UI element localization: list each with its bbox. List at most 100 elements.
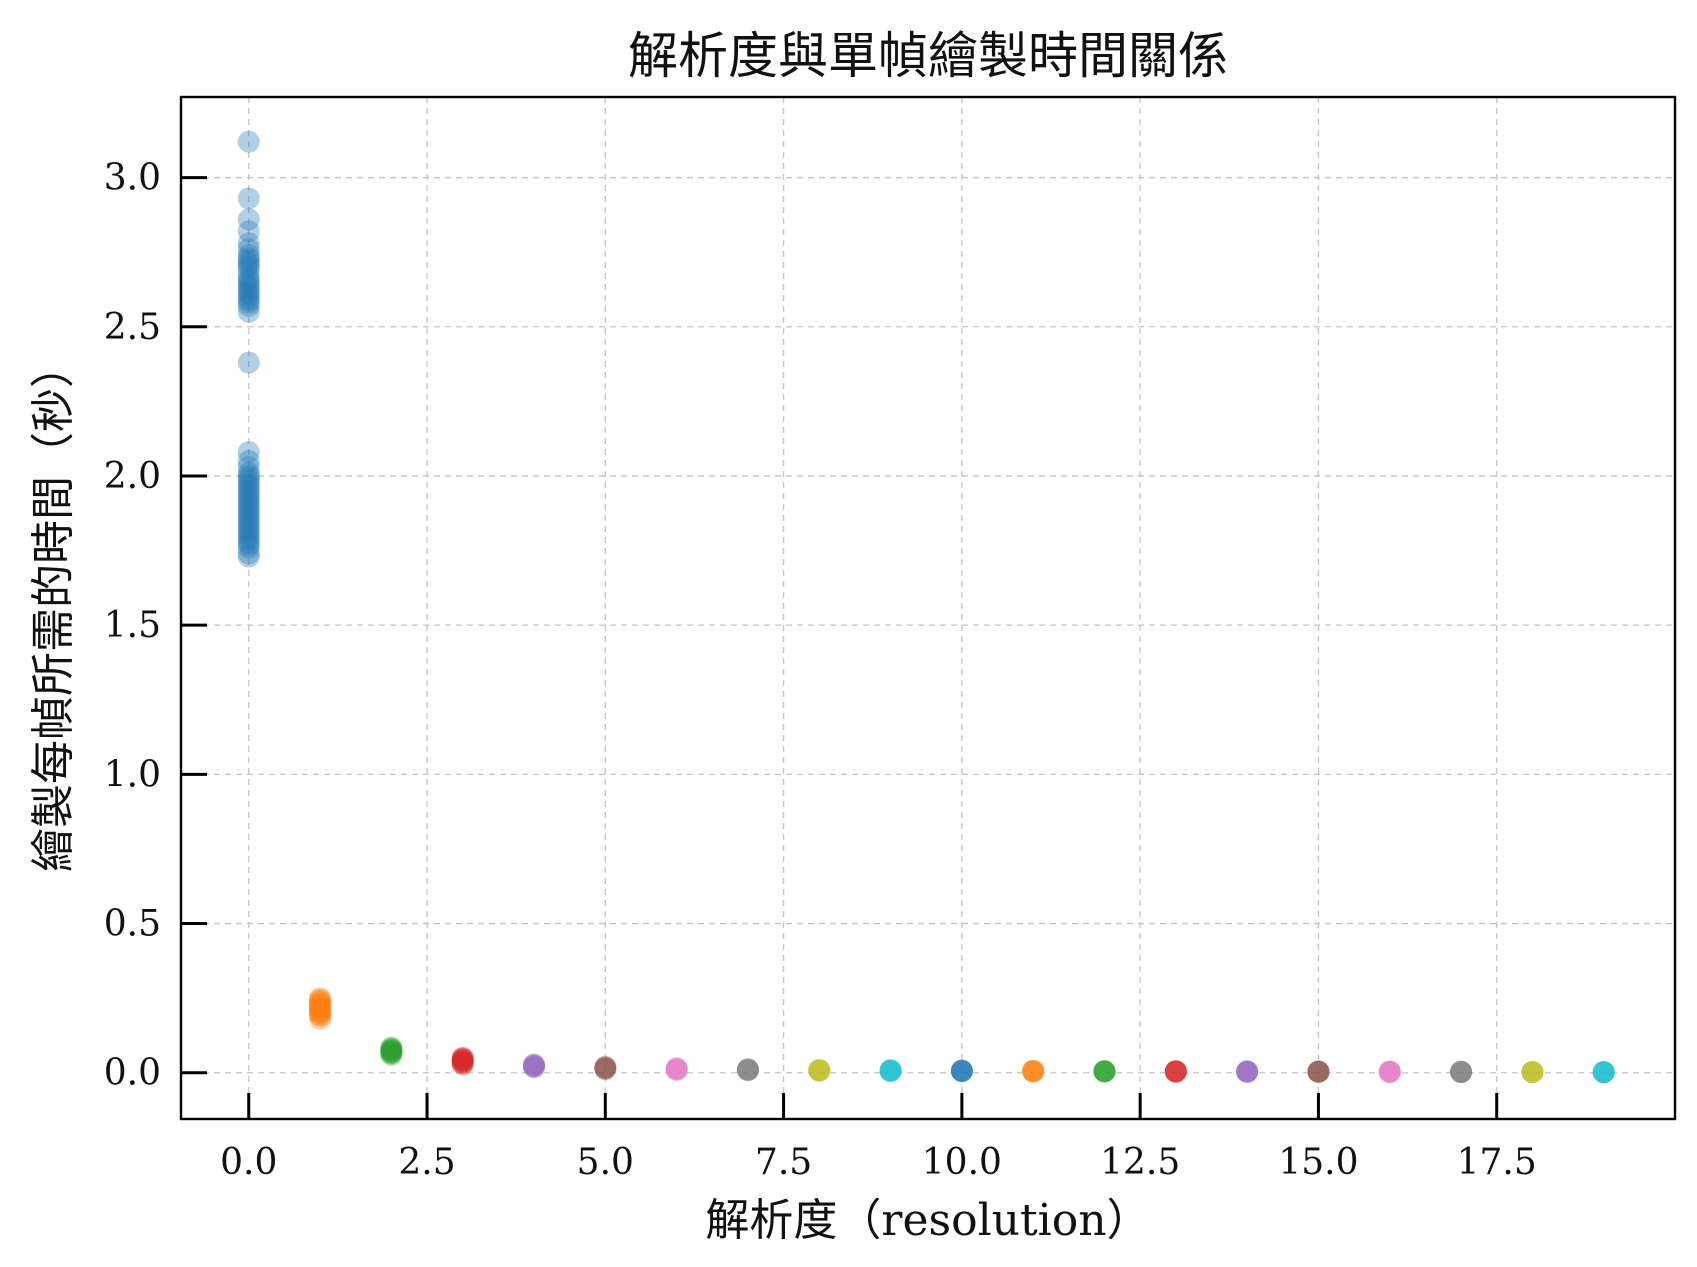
scatter-point: [237, 294, 260, 317]
scatter-point: [1093, 1060, 1116, 1083]
scatter-point: [237, 485, 260, 508]
scatter-point: [808, 1059, 831, 1082]
scatter-point: [451, 1046, 474, 1069]
scatter-point: [1521, 1061, 1544, 1084]
scatter-point: [1164, 1059, 1187, 1082]
scatter-point: [1378, 1060, 1401, 1083]
scatter-point: [594, 1055, 617, 1078]
x-tick-label: 17.5: [1457, 1142, 1537, 1183]
scatter-point: [237, 545, 260, 568]
scatter-point: [950, 1059, 973, 1082]
scatter-point: [237, 524, 260, 547]
scatter-point: [594, 1056, 617, 1079]
x-tick-label: 0.0: [220, 1142, 277, 1183]
scatter-point: [380, 1039, 403, 1062]
scatter-point: [237, 530, 260, 553]
scatter-point: [451, 1051, 474, 1074]
scatter-point: [808, 1059, 831, 1082]
scatter-point: [237, 488, 260, 511]
scatter-point: [237, 473, 260, 496]
scatter-point: [309, 1005, 332, 1028]
scatter-point: [237, 497, 260, 520]
scatter-point: [380, 1036, 403, 1059]
scatter-point: [380, 1038, 403, 1061]
scatter-point: [522, 1055, 545, 1078]
x-tick-labels: 0.0 2.5 5.0 7.5 10.0 12.5 15.0 17.5: [220, 1142, 1537, 1183]
scatter-point: [237, 285, 260, 308]
scatter-point: [237, 276, 260, 299]
plot-frame: [179, 95, 1677, 1121]
scatter-point: [1022, 1059, 1045, 1082]
data-points: [237, 130, 1615, 1084]
scatter-point: [808, 1058, 831, 1081]
scatter-point: [309, 1003, 332, 1026]
y-tick-label: 1.0: [104, 754, 161, 795]
y-tick-labels: 0.0 0.5 1.0 1.5 2.0 2.5 3.0: [104, 158, 161, 1094]
x-tick-label: 7.5: [755, 1142, 812, 1183]
y-tick-label: 2.0: [104, 456, 161, 497]
scatter-point: [237, 288, 260, 311]
x-tick-label: 10.0: [922, 1142, 1002, 1183]
x-tick-label: 15.0: [1278, 1142, 1358, 1183]
scatter-point: [237, 130, 260, 153]
scatter-point: [879, 1059, 902, 1082]
scatter-point: [1592, 1061, 1615, 1084]
scatter-point: [451, 1047, 474, 1070]
scatter-point: [309, 1008, 332, 1031]
scatter-point: [1378, 1061, 1401, 1084]
scatter-point: [451, 1049, 474, 1072]
scatter-point: [736, 1058, 759, 1081]
scatter-point: [1592, 1061, 1615, 1084]
scatter-point: [1164, 1060, 1187, 1083]
scatter-point: [237, 187, 260, 210]
scatter-point: [309, 987, 332, 1010]
x-tick-label: 12.5: [1100, 1142, 1180, 1183]
scatter-point: [1378, 1060, 1401, 1083]
scatter-point: [1521, 1060, 1544, 1083]
scatter-point: [522, 1053, 545, 1076]
grid-lines: [181, 97, 1675, 1119]
scatter-point: [237, 506, 260, 529]
scatter-point: [237, 279, 260, 302]
chart-title: 解析度與單幀繪製時間關係: [628, 27, 1228, 85]
scatter-point: [451, 1052, 474, 1075]
scatter-point: [1093, 1059, 1116, 1082]
scatter-point: [665, 1056, 688, 1079]
scatter-point: [522, 1056, 545, 1079]
scatter-point: [237, 247, 260, 270]
scatter-point: [309, 988, 332, 1011]
x-tick-label: 5.0: [577, 1142, 634, 1183]
y-tick-label: 1.5: [104, 605, 161, 646]
scatter-point: [237, 491, 260, 514]
scatter-point: [237, 271, 260, 294]
scatter-point: [1093, 1060, 1116, 1083]
scatter-point: [665, 1058, 688, 1081]
scatter-point: [950, 1060, 973, 1083]
scatter-point: [309, 993, 332, 1016]
scatter-point: [1022, 1060, 1045, 1083]
scatter-point: [1592, 1060, 1615, 1083]
scatter-point: [736, 1058, 759, 1081]
scatter-point: [309, 991, 332, 1014]
scatter-point: [237, 244, 260, 267]
scatter-point: [237, 208, 260, 231]
y-tick-label: 0.5: [104, 904, 161, 945]
scatter-point: [879, 1059, 902, 1082]
scatter-point: [380, 1043, 403, 1066]
scatter-point: [237, 250, 260, 273]
scatter-point: [1450, 1060, 1473, 1083]
scatter-point: [1307, 1060, 1330, 1083]
scatter-point: [451, 1050, 474, 1073]
scatter-point: [237, 232, 260, 255]
scatter-point: [237, 450, 260, 473]
scatter-point: [1022, 1060, 1045, 1083]
scatter-point: [237, 268, 260, 291]
scatter-point: [237, 253, 260, 276]
scatter-point: [808, 1059, 831, 1082]
scatter-point: [1236, 1060, 1259, 1083]
scatter-point: [594, 1056, 617, 1079]
scatter-point: [309, 994, 332, 1017]
scatter-point: [1450, 1060, 1473, 1083]
scatter-point: [380, 1042, 403, 1065]
